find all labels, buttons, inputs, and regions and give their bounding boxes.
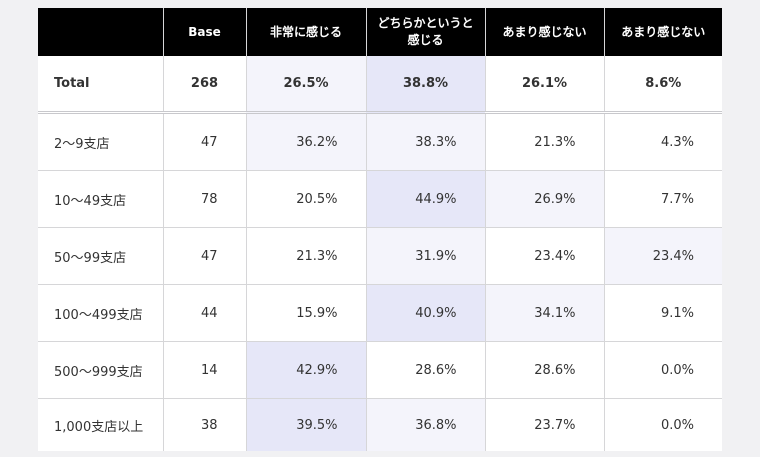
header-somewhat: どちらかというと感じる — [366, 8, 486, 56]
row-label: Total — [38, 56, 164, 114]
cell-value: 21.3% — [485, 112, 605, 171]
cell-value: 26.1% — [485, 56, 605, 114]
header-row: Base 非常に感じる どちらかというと感じる あまり感じない あまり感じない — [38, 8, 722, 56]
table-row: 500～999支店 14 42.9% 28.6% 28.6% 0.0% — [38, 341, 722, 399]
cell-value: 4.3% — [604, 112, 722, 171]
cell-value: 38.3% — [366, 112, 486, 171]
cell-base: 47 — [163, 112, 247, 171]
cell-base: 14 — [163, 341, 247, 399]
cell-value: 0.0% — [604, 341, 722, 399]
table-row: 2～9支店 47 36.2% 38.3% 21.3% 4.3% — [38, 112, 722, 171]
table-row: 100～499支店 44 15.9% 40.9% 34.1% 9.1% — [38, 284, 722, 342]
table-row: 1,000支店以上 38 39.5% 36.8% 23.7% 0.0% — [38, 398, 722, 451]
cell-value: 7.7% — [604, 170, 722, 228]
cell-value: 26.5% — [246, 56, 367, 114]
cell-value: 31.9% — [366, 227, 486, 285]
cell-value: 36.8% — [366, 398, 486, 451]
cell-base: 78 — [163, 170, 247, 228]
cell-value: 44.9% — [366, 170, 486, 228]
header-blank — [38, 8, 164, 56]
cell-base: 44 — [163, 284, 247, 342]
row-label: 100～499支店 — [38, 284, 164, 342]
row-label: 500～999支店 — [38, 341, 164, 399]
row-label: 10～49支店 — [38, 170, 164, 228]
table-row: 10～49支店 78 20.5% 44.9% 26.9% 7.7% — [38, 170, 722, 228]
cell-value: 40.9% — [366, 284, 486, 342]
cell-value: 23.4% — [485, 227, 605, 285]
cell-value: 23.4% — [604, 227, 722, 285]
header-not-much-1: あまり感じない — [485, 8, 605, 56]
cell-value: 21.3% — [246, 227, 367, 285]
cell-value: 28.6% — [366, 341, 486, 399]
header-not-much-2: あまり感じない — [604, 8, 722, 56]
row-label: 50～99支店 — [38, 227, 164, 285]
row-label: 2～9支店 — [38, 112, 164, 171]
results-table: Base 非常に感じる どちらかというと感じる あまり感じない あまり感じない … — [38, 8, 722, 451]
cell-value: 23.7% — [485, 398, 605, 451]
cell-value: 42.9% — [246, 341, 367, 399]
cell-value: 0.0% — [660, 417, 694, 433]
table-row: 50～99支店 47 21.3% 31.9% 23.4% 23.4% — [38, 227, 722, 285]
row-label: 1,000支店以上 — [38, 398, 164, 451]
cell-value: 15.9% — [246, 284, 367, 342]
cell-value: 20.5% — [246, 170, 367, 228]
cell-value: 36.2% — [246, 112, 367, 171]
cell-value: 39.5% — [246, 398, 367, 451]
cell-value: 34.1% — [485, 284, 605, 342]
cell-base: 47 — [163, 227, 247, 285]
cell-base: 268 — [163, 56, 247, 114]
cell-value: 8.6% — [604, 56, 722, 114]
header-base: Base — [163, 8, 247, 56]
header-very-much: 非常に感じる — [246, 8, 367, 56]
cell-value: 26.9% — [485, 170, 605, 228]
table-row-total: Total 268 26.5% 38.8% 26.1% 8.6% — [38, 56, 722, 114]
cell-value: 28.6% — [485, 341, 605, 399]
cell-value: 9.1% — [604, 284, 722, 342]
cell-base: 38 — [163, 398, 247, 451]
cell-value: 38.8% — [366, 56, 486, 114]
